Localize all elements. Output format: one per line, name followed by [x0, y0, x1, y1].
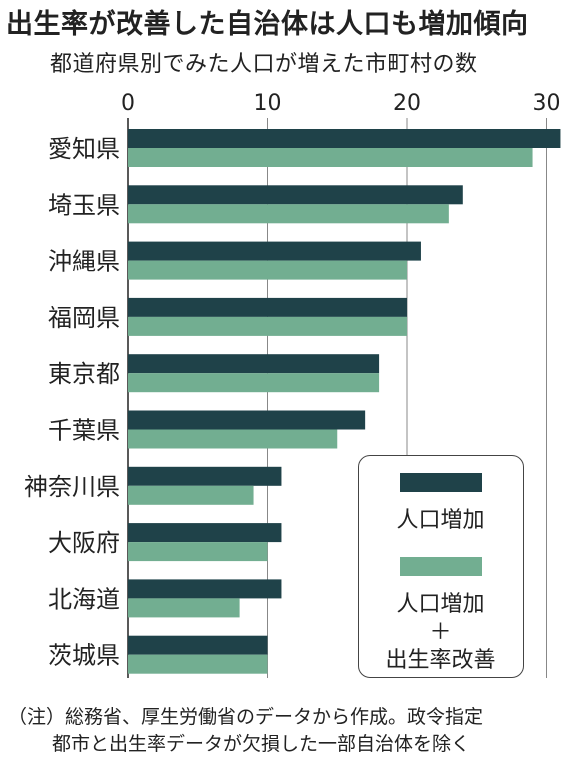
bar-population-and-birthrate-0: [128, 148, 533, 167]
legend-swatch-population-increase: [400, 473, 482, 492]
bar-population-increase-6: [128, 466, 282, 486]
footnote-line-1: （注）総務省、厚生労働省のデータから作成。政令指定: [8, 706, 484, 728]
category-label-7: 大阪府: [48, 529, 120, 557]
bar-population-and-birthrate-7: [128, 542, 268, 562]
chart-title: 出生率が改善した自治体は人口も増加傾向: [6, 9, 529, 40]
category-label-6: 神奈川県: [24, 473, 120, 501]
bar-population-increase-2: [128, 241, 421, 261]
legend-swatch-population-and-birthrate: [400, 557, 482, 576]
legend: 人口増加 人口増加 ＋ 出生率改善: [358, 455, 524, 678]
bar-population-increase-9: [128, 635, 268, 655]
bar-population-and-birthrate-2: [128, 260, 407, 280]
bar-population-and-birthrate-9: [128, 654, 268, 674]
bar-population-and-birthrate-6: [128, 485, 254, 505]
legend-label-plus: ＋: [429, 620, 452, 645]
category-label-3: 福岡県: [48, 304, 120, 332]
legend-label-population-increase: 人口増加: [396, 508, 485, 533]
bar-population-and-birthrate-3: [128, 316, 407, 336]
category-label-4: 東京都: [48, 360, 120, 388]
bar-population-and-birthrate-4: [128, 373, 380, 393]
bar-population-and-birthrate-8: [128, 598, 240, 618]
x-tick-label-10: 10: [254, 91, 282, 116]
bar-population-and-birthrate-5: [128, 429, 338, 449]
bar-population-and-birthrate-1: [128, 204, 449, 224]
category-label-5: 千葉県: [48, 417, 120, 445]
legend-label-population-and-birthrate-1: 人口増加: [396, 592, 485, 617]
bar-population-increase-0: [128, 129, 561, 148]
bar-population-increase-1: [128, 185, 463, 205]
category-label-9: 茨城県: [48, 642, 120, 670]
category-label-2: 沖縄県: [48, 248, 120, 276]
bar-population-increase-7: [128, 523, 282, 543]
bar-population-increase-4: [128, 354, 380, 374]
category-label-1: 埼玉県: [48, 191, 120, 219]
bar-population-increase-8: [128, 579, 282, 599]
x-tick-label-30: 30: [533, 91, 561, 116]
category-label-8: 北海道: [48, 585, 120, 613]
category-label-0: 愛知県: [48, 135, 120, 163]
x-tick-label-0: 0: [121, 91, 135, 116]
bar-population-increase-3: [128, 297, 407, 317]
chart-subtitle: 都道府県別でみた人口が増えた市町村の数: [50, 52, 478, 77]
footnote-line-2: 都市と出生率データが欠損した一部自治体を除く: [52, 733, 471, 755]
footnote: （注）総務省、厚生労働省のデータから作成。政令指定 都市と出生率データが欠損した…: [8, 704, 568, 758]
bar-population-increase-5: [128, 410, 366, 430]
legend-label-population-and-birthrate-2: 出生率改善: [385, 648, 496, 673]
x-tick-label-20: 20: [393, 91, 421, 116]
